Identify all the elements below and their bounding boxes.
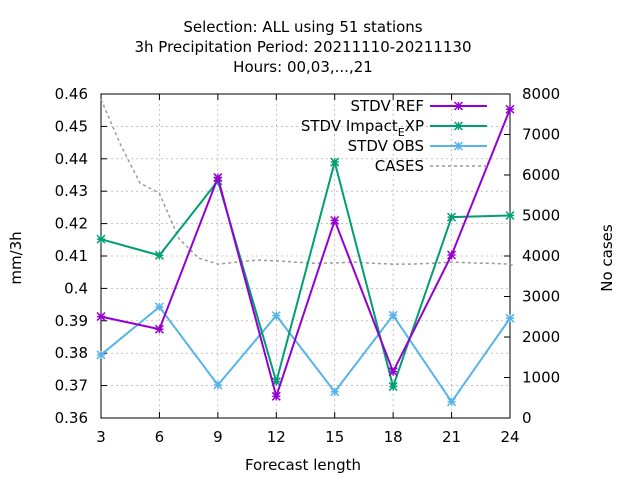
series-line — [100, 99, 515, 269]
y-tick-label: 0.4 — [64, 279, 88, 297]
series-cases — [100, 99, 515, 269]
chart-title: Selection: ALL using 51 stations 3h Prec… — [134, 18, 471, 76]
y2-axis-label: No cases — [598, 224, 616, 292]
legend-label: STDV OBS — [348, 137, 424, 155]
y2-tick-label: 8000 — [522, 85, 560, 103]
y-tick-label: 0.36 — [55, 409, 88, 427]
legend-entry: STDV ImpactEXP — [301, 117, 487, 139]
title-line-1: Selection: ALL using 51 stations — [183, 18, 422, 36]
series-layer — [96, 99, 515, 407]
y-tick-label: 0.46 — [55, 85, 88, 103]
series-stdv-obs — [96, 302, 515, 407]
legend-label: STDV REF — [350, 97, 424, 115]
x-tick-label: 24 — [500, 428, 519, 446]
legend-entry: STDV OBS — [348, 137, 487, 155]
legend-entry: STDV REF — [350, 97, 487, 115]
y2-tick-label: 1000 — [522, 369, 560, 387]
x-tick-label: 15 — [325, 428, 344, 446]
series-line — [100, 108, 511, 400]
x-tick-label: 21 — [442, 428, 461, 446]
x-tick-label: 6 — [155, 428, 165, 446]
y2-tick-label: 6000 — [522, 166, 560, 184]
y2-tick-label: 4000 — [522, 247, 560, 265]
y-tick-label: 0.45 — [55, 117, 88, 135]
y-tick-label: 0.37 — [55, 377, 88, 395]
y-tick-label: 0.44 — [55, 150, 88, 168]
y-tick-label: 0.41 — [55, 247, 88, 265]
series-stdv-impact-exp — [96, 157, 515, 392]
y2-tick-label: 0 — [522, 409, 532, 427]
series-line — [100, 158, 511, 391]
y2-tick-label: 7000 — [522, 126, 560, 144]
title-line-3: Hours: 00,03,...,21 — [233, 58, 373, 76]
x-tick-label: 18 — [384, 428, 403, 446]
y-tick-label: 0.39 — [55, 312, 88, 330]
x-tick-label: 12 — [267, 428, 286, 446]
y-tick-label: 0.43 — [55, 182, 88, 200]
legend-label: CASES — [375, 157, 424, 175]
x-tick-label: 9 — [213, 428, 223, 446]
series-stdv-ref — [96, 104, 515, 401]
x-tick-label: 3 — [96, 428, 106, 446]
y-tick-label: 0.38 — [55, 344, 88, 362]
legend-label: STDV ImpactEXP — [301, 117, 424, 139]
title-line-2: 3h Precipitation Period: 20211110-202111… — [134, 38, 471, 56]
y2-tick-label: 3000 — [522, 288, 560, 306]
legend-entry: CASES — [375, 157, 487, 175]
series-line — [100, 305, 511, 404]
axes: 3 6 9 12 15 18 21 24 0.36 0.37 0.38 0.39 0.4 0.41 0.42… — [55, 85, 561, 446]
y-axis-label: mm/3h — [7, 231, 25, 284]
y2-tick-label: 5000 — [522, 207, 560, 225]
y2-tick-label: 2000 — [522, 328, 560, 346]
y-tick-label: 0.42 — [55, 215, 88, 233]
x-axis-label: Forecast length — [245, 456, 361, 474]
